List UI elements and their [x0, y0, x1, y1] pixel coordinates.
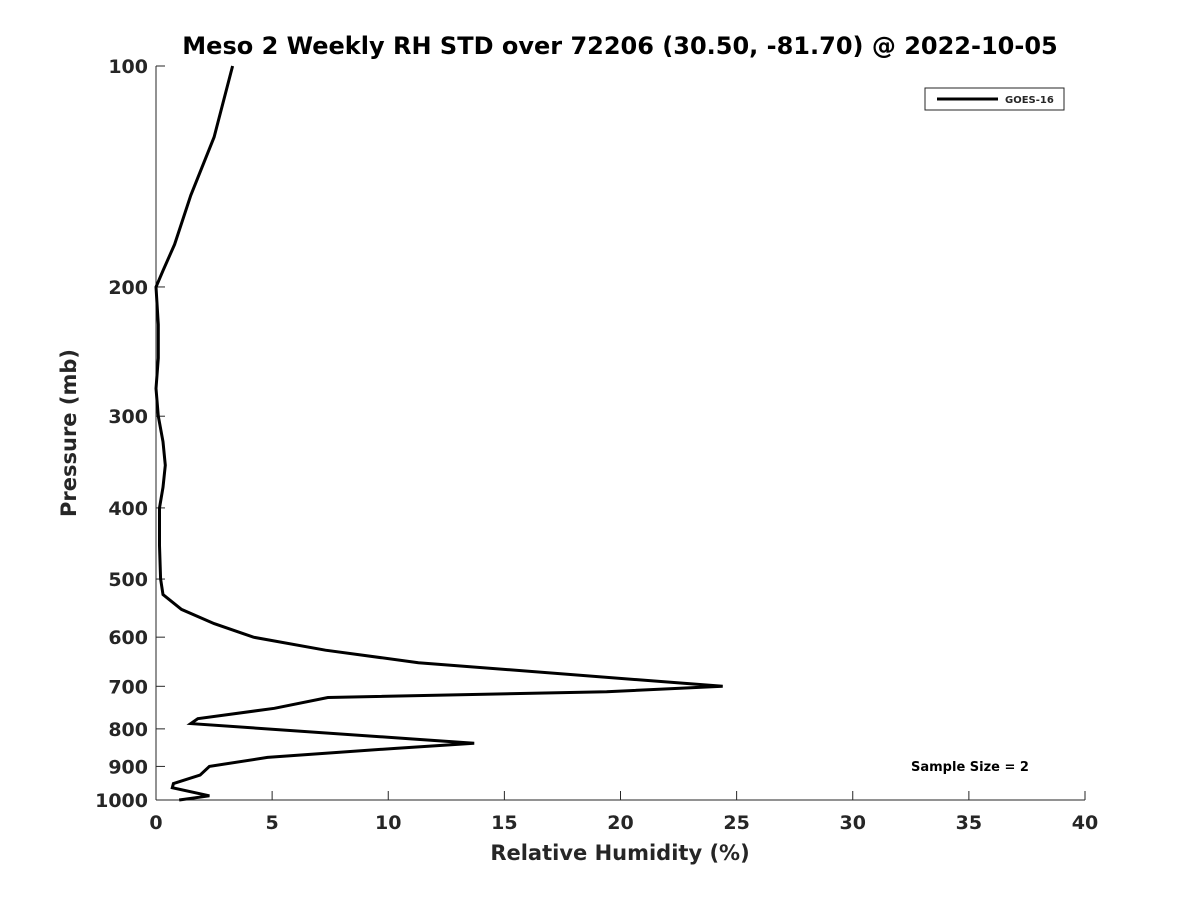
x-tick-label: 20 [607, 812, 633, 834]
series-layer [154, 65, 723, 802]
y-tick-label: 100 [108, 56, 148, 78]
y-tick-label: 1000 [95, 790, 148, 812]
y-tick-label: 200 [108, 277, 148, 299]
x-tick-label: 5 [266, 812, 279, 834]
x-tick-label: 25 [723, 812, 749, 834]
x-tick-label: 40 [1072, 812, 1098, 834]
x-tick-label: 15 [491, 812, 517, 834]
x-tick-label: 10 [375, 812, 401, 834]
x-tick-label: 30 [840, 812, 866, 834]
y-tick-label: 900 [108, 756, 148, 778]
y-tick-label: 700 [108, 676, 148, 698]
y-tick-label: 300 [108, 406, 148, 428]
y-tick-label: 400 [108, 498, 148, 520]
legend: GOES-16 [924, 87, 1065, 111]
y-ticks: 100 200 300 400 500 600 700 800 900 1000 [95, 56, 165, 812]
x-tick-label: 35 [956, 812, 982, 834]
y-axis-label: Pressure (mb) [57, 349, 81, 517]
y-tick-label: 600 [108, 627, 148, 649]
y-tick-label: 800 [108, 719, 148, 741]
legend-label-goes-16: GOES-16 [1005, 95, 1054, 106]
y-tick-label: 500 [108, 569, 148, 591]
x-tick-label: 0 [149, 812, 162, 834]
series-line-goes-16 [154, 65, 723, 802]
chart-title: Meso 2 Weekly RH STD over 72206 (30.50, … [182, 32, 1057, 60]
x-ticks: 0 5 10 15 20 25 30 35 40 [149, 791, 1098, 834]
x-axis-label: Relative Humidity (%) [490, 841, 749, 865]
sample-size-annotation: Sample Size = 2 [911, 760, 1029, 775]
